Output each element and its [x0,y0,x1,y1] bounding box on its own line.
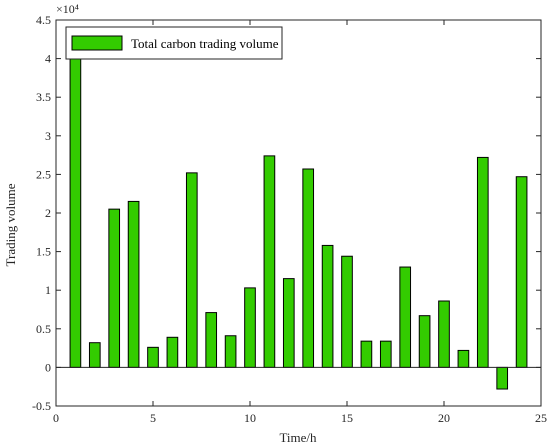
x-tick-label: 15 [341,411,353,425]
bar-hour-10 [244,287,256,368]
bar-hour-21 [457,349,470,368]
bar-hour-3 [108,208,121,368]
y-tick-label: 1.5 [36,245,51,259]
bar-hour-18 [399,266,412,368]
y-tick-label: 0 [45,360,51,374]
x-tick-label: 5 [150,411,156,425]
bar-hour-4 [127,200,140,368]
bar-hour-15 [341,255,353,368]
y-tick-label: 1 [45,283,51,297]
bar-hour-1 [69,56,82,368]
y-tick-label: 4 [45,52,51,66]
bar-hour-16 [360,340,373,368]
bar-hour-11 [263,155,276,368]
y-tick-label: 3 [45,129,51,143]
bar-hour-24 [515,176,528,368]
y-exponent-label: ×10⁴ [56,2,79,16]
bar-hour-14 [321,244,334,368]
bar-hour-23 [496,366,509,390]
x-tick-label: 0 [53,411,59,425]
bar-hour-5 [147,346,159,368]
legend: Total carbon trading volume [65,26,283,60]
y-tick-label: 0.5 [36,322,51,336]
x-axis: 0 5 10 15 20 25 [53,20,547,425]
y-axis-title: Trading volume [3,183,18,266]
bar-hour-6 [166,336,179,368]
bar-hour-19 [418,315,431,368]
bar-hour-22 [476,156,489,368]
bar-hour-13 [302,168,315,368]
legend-label: Total carbon trading volume [131,36,279,51]
y-tick-label: -0.5 [32,399,51,413]
bar-hour-2 [88,342,101,368]
y-tick-label: 2 [45,206,51,220]
bar-hour-7 [185,172,198,368]
y-axis: -0.5 0 0.5 1 1.5 2 2.5 3 3.5 4 4.5 [32,13,541,413]
bar-hour-9 [224,335,237,368]
x-axis-title: Time/h [279,430,317,445]
y-tick-label: 2.5 [36,167,51,181]
bar-hour-17 [379,340,392,368]
bar-hour-8 [205,312,218,368]
bar-hour-20 [438,300,450,368]
x-tick-label: 10 [244,411,256,425]
legend-swatch [71,35,123,51]
x-tick-label: 20 [438,411,450,425]
y-tick-label: 3.5 [36,90,51,104]
x-tick-label: 25 [535,411,547,425]
bar-hour-12 [282,278,295,368]
y-tick-label: 4.5 [36,13,51,27]
